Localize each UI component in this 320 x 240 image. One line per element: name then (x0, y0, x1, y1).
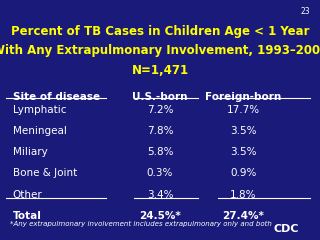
Text: 1.8%: 1.8% (230, 190, 256, 200)
Text: 23: 23 (301, 7, 310, 16)
Text: Percent of TB Cases in Children Age < 1 Year: Percent of TB Cases in Children Age < 1 … (11, 25, 309, 38)
Text: Meningeal: Meningeal (13, 126, 67, 136)
Text: Site of disease: Site of disease (13, 92, 100, 102)
Text: U.S.-born: U.S.-born (132, 92, 188, 102)
Text: Foreign-born: Foreign-born (205, 92, 281, 102)
Text: 3.4%: 3.4% (147, 190, 173, 200)
Text: N=1,471: N=1,471 (132, 64, 188, 77)
Text: Other: Other (13, 190, 43, 200)
Text: *Any extrapulmonary involvement includes extrapulmonary only and both: *Any extrapulmonary involvement includes… (10, 221, 271, 227)
Text: 27.4%*: 27.4%* (222, 211, 264, 221)
Text: CDC: CDC (274, 224, 299, 234)
Text: 0.3%: 0.3% (147, 168, 173, 179)
Text: 5.8%: 5.8% (147, 147, 173, 157)
Text: With Any Extrapulmonary Involvement, 1993–2006: With Any Extrapulmonary Involvement, 199… (0, 44, 320, 57)
Text: Lymphatic: Lymphatic (13, 105, 66, 115)
Text: Miliary: Miliary (13, 147, 48, 157)
Text: 17.7%: 17.7% (227, 105, 260, 115)
Text: 3.5%: 3.5% (230, 126, 256, 136)
Text: 7.8%: 7.8% (147, 126, 173, 136)
Text: Bone & Joint: Bone & Joint (13, 168, 77, 179)
Text: 0.9%: 0.9% (230, 168, 256, 179)
Text: 7.2%: 7.2% (147, 105, 173, 115)
Text: Total: Total (13, 211, 42, 221)
Text: 24.5%*: 24.5%* (139, 211, 181, 221)
Text: 3.5%: 3.5% (230, 147, 256, 157)
